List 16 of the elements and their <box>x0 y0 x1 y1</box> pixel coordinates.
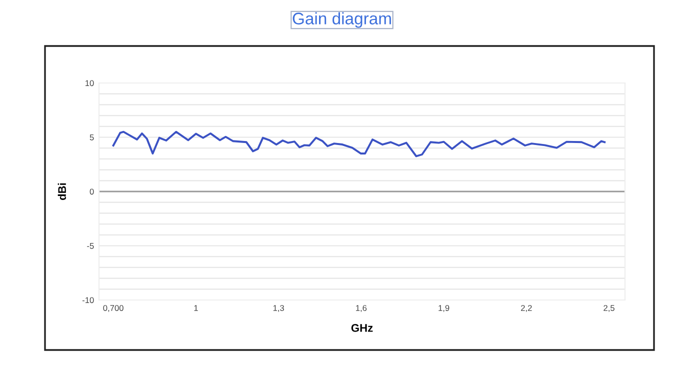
x-tick-label: 0,700 <box>103 305 124 312</box>
x-tick-label: 1,9 <box>438 305 450 312</box>
x-tick-label: 2,5 <box>604 305 614 312</box>
line-series <box>112 130 606 158</box>
x-tick-label: 1 <box>194 305 198 311</box>
y-axis-title: dBi <box>58 183 66 200</box>
y-tick-label: 0 <box>90 188 94 195</box>
x-tick-label: 1,3 <box>273 305 284 312</box>
x-axis-title: GHz <box>351 324 373 332</box>
y-tick-label: 10 <box>86 80 94 86</box>
y-tick-label: -10 <box>82 297 94 304</box>
x-tick-label: 2,2 <box>521 305 532 312</box>
x-tick-label: 1,6 <box>356 305 367 312</box>
y-tick-label: 5 <box>90 134 94 140</box>
y-tick-label: -5 <box>87 243 94 249</box>
chart-title: Gain diagram <box>292 12 391 28</box>
